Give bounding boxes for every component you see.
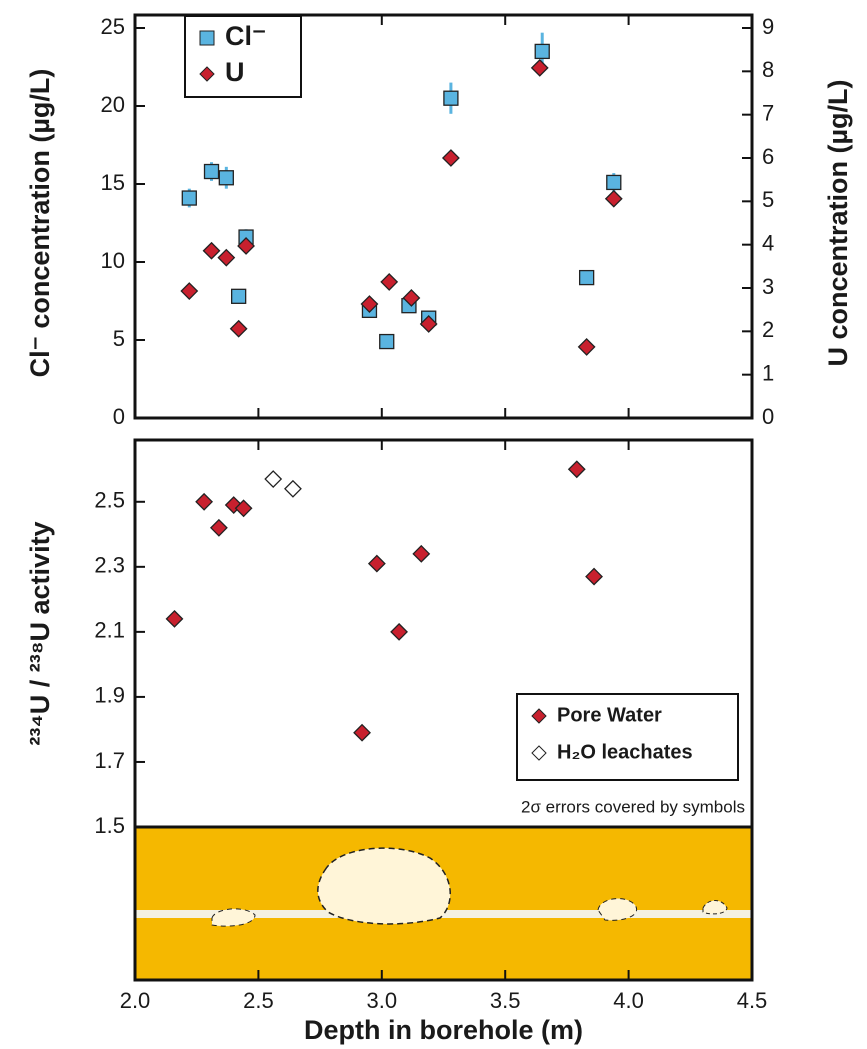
- diamond-marker: [419, 315, 438, 333]
- y-tick-label: 2.3: [94, 553, 125, 578]
- diamond-marker: [577, 338, 596, 356]
- geology-strip: [135, 827, 752, 980]
- x-tick-label: 2.0: [120, 988, 151, 1013]
- diamond-marker: [412, 544, 431, 563]
- y-tick-label: 25: [101, 14, 125, 39]
- legend-label: U: [225, 57, 245, 87]
- blob: [317, 847, 451, 925]
- legend-marker: [199, 30, 215, 46]
- y-tick-label: 0: [113, 404, 125, 429]
- square-marker: [181, 190, 197, 206]
- diamond-marker: [604, 189, 623, 208]
- square-marker: [443, 90, 459, 106]
- legend-box: [184, 15, 302, 98]
- y2-tick-label: 5: [762, 187, 774, 212]
- diamond-marker: [380, 273, 399, 291]
- diamond-marker: [195, 492, 214, 511]
- y2-tick-label: 9: [762, 14, 774, 39]
- blob: [211, 908, 256, 927]
- x-tick-label: 2.5: [243, 988, 274, 1013]
- diamond-marker: [229, 319, 248, 338]
- y2-tick-label: 4: [762, 230, 774, 255]
- y-tick-label: 1.7: [94, 748, 125, 773]
- legend-label: Pore Water: [557, 704, 662, 726]
- y2-tick-label: 0: [762, 404, 774, 429]
- top-frame: [133, 13, 754, 420]
- diamond-marker: [165, 609, 184, 628]
- blob: [597, 898, 638, 921]
- diamond-marker: [353, 723, 371, 742]
- legend-marker: [531, 708, 547, 724]
- y-axis-label: ²³⁴U / ²³⁸U activity: [25, 521, 55, 745]
- y-tick-label: 1.5: [94, 813, 125, 838]
- diamond-marker: [237, 237, 255, 255]
- y2-tick-label: 2: [762, 317, 774, 342]
- diamond-marker: [402, 289, 421, 307]
- diamond-marker: [360, 295, 379, 313]
- x-tick-label: 4.0: [613, 988, 644, 1013]
- blob: [702, 900, 728, 915]
- diamond-marker: [264, 470, 283, 488]
- x-axis-label: Depth in borehole (m): [304, 1015, 583, 1045]
- diamond-marker: [217, 248, 236, 267]
- diamond-marker: [234, 499, 253, 518]
- y2-tick-label: 1: [762, 360, 774, 385]
- diamond-marker: [585, 567, 603, 586]
- legend-marker: [199, 66, 215, 82]
- square-marker: [379, 333, 395, 350]
- legend-marker: [531, 745, 547, 761]
- y2-tick-label: 3: [762, 274, 774, 299]
- x-tick-label: 3.5: [490, 988, 521, 1013]
- diamond-marker: [367, 554, 386, 573]
- y2-axis-label: U concentration (µg/L): [823, 79, 853, 366]
- y2-tick-label: 7: [762, 100, 774, 125]
- y-tick-label: 2.1: [94, 618, 125, 643]
- y-tick-label: 20: [101, 92, 125, 117]
- legend-box: [516, 693, 739, 781]
- diamond-marker: [567, 460, 586, 479]
- legend-label: Cl⁻: [225, 21, 266, 51]
- bottom-frame: [133, 438, 754, 982]
- y-tick-label: 2.5: [94, 488, 125, 513]
- diamond-marker: [180, 282, 199, 300]
- y2-tick-label: 8: [762, 57, 774, 82]
- diamond-marker: [530, 58, 549, 77]
- diamond-marker: [209, 518, 228, 537]
- y-tick-label: 1.9: [94, 683, 125, 708]
- square-marker: [606, 174, 622, 191]
- diamond-marker: [284, 479, 302, 498]
- y-tick-label: 10: [101, 248, 125, 273]
- diamond-marker: [202, 241, 221, 260]
- note: 2σ errors covered by symbols: [521, 797, 745, 816]
- square-marker: [218, 170, 234, 186]
- y-tick-label: 15: [101, 170, 125, 195]
- y-axis-label: Cl⁻ concentration (µg/L): [25, 69, 55, 378]
- y-tick-label: 5: [113, 326, 125, 351]
- legend-label: H₂O leachates: [557, 741, 693, 763]
- square-marker: [203, 163, 220, 180]
- square-marker: [231, 288, 247, 304]
- diamond-marker: [441, 149, 460, 167]
- square-marker: [534, 43, 550, 60]
- square-marker: [578, 269, 595, 286]
- x-tick-label: 4.5: [737, 988, 768, 1013]
- y2-tick-label: 6: [762, 144, 774, 169]
- diamond-marker: [390, 622, 408, 641]
- x-tick-label: 3.0: [367, 988, 398, 1013]
